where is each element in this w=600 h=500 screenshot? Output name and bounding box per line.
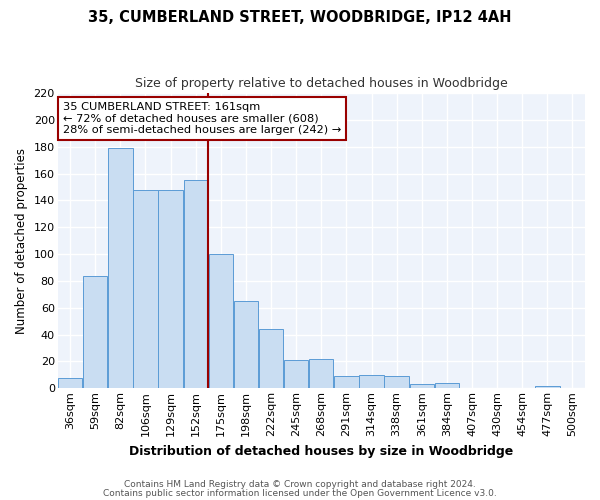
X-axis label: Distribution of detached houses by size in Woodbridge: Distribution of detached houses by size … <box>129 444 514 458</box>
Bar <box>535 386 560 388</box>
Text: Contains HM Land Registry data © Crown copyright and database right 2024.: Contains HM Land Registry data © Crown c… <box>124 480 476 489</box>
Y-axis label: Number of detached properties: Number of detached properties <box>15 148 28 334</box>
Bar <box>259 329 283 388</box>
Bar <box>359 375 384 388</box>
Title: Size of property relative to detached houses in Woodbridge: Size of property relative to detached ho… <box>135 78 508 90</box>
Bar <box>434 383 459 388</box>
Bar <box>58 378 82 388</box>
Bar <box>385 376 409 388</box>
Bar <box>309 358 334 388</box>
Bar <box>234 301 258 388</box>
Bar <box>410 384 434 388</box>
Bar <box>284 360 308 388</box>
Bar <box>158 190 183 388</box>
Bar <box>334 376 359 388</box>
Bar <box>133 190 158 388</box>
Bar <box>184 180 208 388</box>
Bar <box>209 254 233 388</box>
Text: 35 CUMBERLAND STREET: 161sqm
← 72% of detached houses are smaller (608)
28% of s: 35 CUMBERLAND STREET: 161sqm ← 72% of de… <box>63 102 341 135</box>
Text: Contains public sector information licensed under the Open Government Licence v3: Contains public sector information licen… <box>103 490 497 498</box>
Bar <box>108 148 133 388</box>
Text: 35, CUMBERLAND STREET, WOODBRIDGE, IP12 4AH: 35, CUMBERLAND STREET, WOODBRIDGE, IP12 … <box>88 10 512 25</box>
Bar <box>83 276 107 388</box>
